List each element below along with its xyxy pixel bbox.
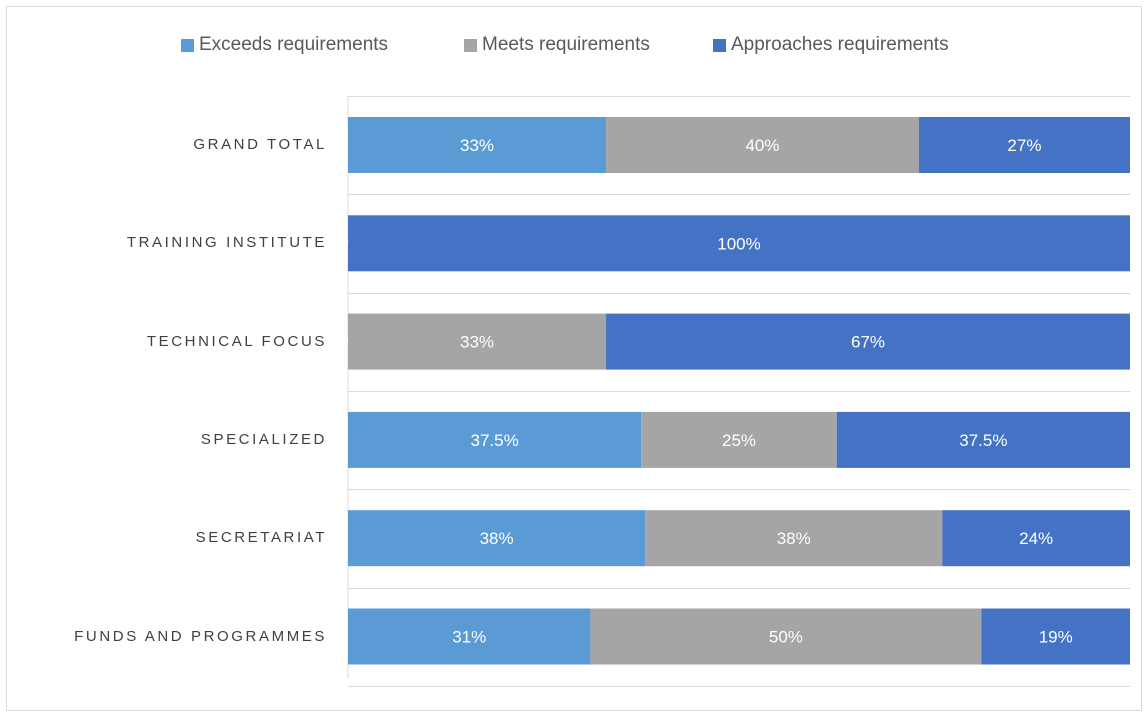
- data-label-approaches-requirements-secretariat: 24%: [1019, 529, 1053, 548]
- data-label-meets-requirements-technical-focus: 33%: [460, 333, 494, 352]
- data-label-meets-requirements-funds-and-programmes: 50%: [769, 628, 803, 647]
- legend-label-exceeds: Exceeds requirements: [199, 34, 389, 55]
- bar-approaches-requirements-secretariat: [942, 510, 1130, 567]
- legend-item-meets: Meets requirements: [464, 33, 650, 57]
- category-label-secretariat: SECRETARIAT: [195, 529, 327, 547]
- data-label-exceeds-requirements-grand-total: 33%: [460, 136, 494, 155]
- bar-meets-requirements-technical-focus: [348, 313, 607, 370]
- data-label-approaches-requirements-technical-focus: 67%: [851, 333, 885, 352]
- bar-approaches-requirements-training-institute: [348, 215, 1130, 272]
- bar-meets-requirements-funds-and-programmes: [590, 608, 982, 665]
- legend: Exceeds requirements Meets requirements …: [0, 0, 1145, 90]
- bar-approaches-requirements-grand-total: [918, 117, 1130, 173]
- category-label-training-institute: TRAINING INSTITUTE: [126, 234, 327, 252]
- legend-label-meets: Meets requirements: [482, 34, 650, 55]
- bar-meets-requirements-secretariat: [645, 510, 943, 567]
- legend-item-exceeds: Exceeds requirements: [181, 33, 388, 57]
- legend-label-approaches: Approaches requirements: [731, 34, 949, 55]
- data-label-approaches-requirements-specialized: 37.5%: [959, 431, 1007, 450]
- bar-approaches-requirements-specialized: [836, 411, 1130, 468]
- bar-exceeds-requirements-grand-total: [348, 117, 607, 173]
- category-label-grand-total: GRAND TOTAL: [193, 136, 327, 153]
- bar-meets-requirements-specialized: [641, 411, 837, 468]
- data-label-approaches-requirements-grand-total: 27%: [1007, 136, 1041, 155]
- category-label-funds-and-programmes: FUNDS AND PROGRAMMES: [74, 627, 327, 645]
- bar-approaches-requirements-funds-and-programmes: [981, 608, 1130, 665]
- data-label-approaches-requirements-funds-and-programmes: 19%: [1039, 628, 1073, 647]
- legend-swatch-meets: [464, 38, 477, 52]
- category-label-technical-focus: TECHNICAL FOCUS: [146, 332, 327, 350]
- bar-exceeds-requirements-specialized: [348, 411, 642, 468]
- legend-swatch-approaches: [713, 38, 726, 52]
- data-label-approaches-requirements-training-institute: 100%: [717, 234, 760, 253]
- legend-swatch-exceeds: [181, 38, 194, 52]
- bar-meets-requirements-grand-total: [606, 117, 919, 173]
- data-label-meets-requirements-grand-total: 40%: [745, 136, 779, 155]
- data-label-meets-requirements-specialized: 25%: [722, 431, 756, 450]
- bar-exceeds-requirements-secretariat: [348, 510, 646, 567]
- bar-exceeds-requirements-funds-and-programmes: [348, 608, 591, 665]
- legend-item-approaches: Approaches requirements: [713, 33, 949, 57]
- bar-approaches-requirements-technical-focus: [606, 313, 1130, 370]
- data-label-meets-requirements-secretariat: 38%: [777, 529, 811, 548]
- data-label-exceeds-requirements-secretariat: 38%: [480, 529, 514, 548]
- category-label-specialized: SPECIALIZED: [200, 430, 327, 448]
- data-label-exceeds-requirements-specialized: 37.5%: [471, 431, 519, 450]
- data-label-exceeds-requirements-funds-and-programmes: 31%: [452, 628, 486, 647]
